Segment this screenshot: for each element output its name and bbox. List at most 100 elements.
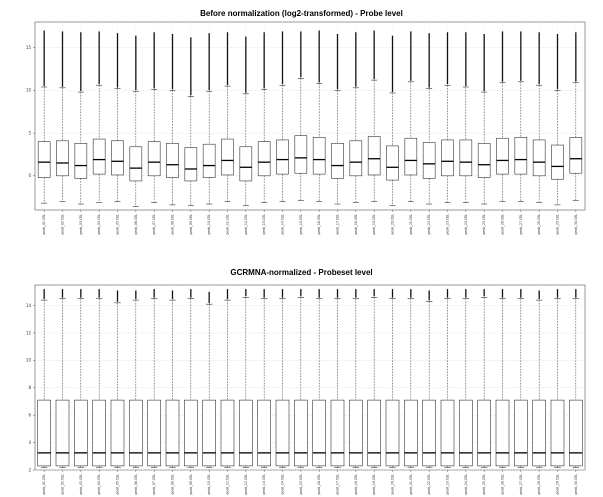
plot-frame xyxy=(34,284,586,471)
box-18: peak_18.CEL xyxy=(349,285,363,495)
x-tick-label: peak_16.CEL xyxy=(317,214,321,235)
y-tick-label: 10 xyxy=(26,88,32,93)
box-iqr xyxy=(184,399,198,467)
box-iqr xyxy=(422,399,436,467)
box-10: peak_10.CEL xyxy=(202,22,216,234)
box-iqr xyxy=(294,399,308,467)
x-tick-label: peak_03.CEL xyxy=(79,214,83,235)
box-iqr xyxy=(331,143,344,179)
x-tick-label: peak_08.CEL xyxy=(171,214,175,235)
box-iqr xyxy=(385,399,400,467)
box-iqr xyxy=(165,399,180,467)
x-tick-label: peak_11.CEL xyxy=(226,474,230,495)
box-15: peak_15.CEL xyxy=(294,285,308,495)
x-tick-label: peak_09.CEL xyxy=(189,214,193,235)
box-25: peak_25.CEL xyxy=(477,285,491,494)
box-11: peak_11.CEL xyxy=(220,285,235,495)
box-iqr xyxy=(495,399,510,467)
boxplot-panel-2: 2 4 6 8 10 12 14 peak_01.CEL peak_02.CEL peak_03.… xyxy=(26,284,586,495)
box-21: peak_21.CEL xyxy=(404,285,418,495)
x-tick-label: peak_08.CEL xyxy=(171,474,175,495)
box-iqr xyxy=(276,139,289,175)
x-tick-label: peak_19.CEL xyxy=(372,474,376,495)
box-5: peak_05.CEL xyxy=(111,22,124,234)
box-4: peak_04.CEL xyxy=(92,22,106,234)
box-iqr xyxy=(569,137,583,174)
box-iqr xyxy=(239,399,253,467)
box-1: peak_01.CEL xyxy=(37,285,51,494)
box-iqr xyxy=(514,137,528,175)
box-iqr xyxy=(129,146,143,182)
x-tick-label: peak_19.CEL xyxy=(372,214,376,235)
x-tick-label: peak_02.CEL xyxy=(61,474,65,495)
chart-title-before-normalization: Before normalization (log2-transformed) … xyxy=(200,9,403,18)
y-tick-label: 6 xyxy=(28,412,31,417)
box-iqr xyxy=(312,137,326,175)
box-8: peak_08.CEL xyxy=(165,285,180,495)
box-iqr xyxy=(110,399,125,467)
box-11: peak_11.CEL xyxy=(221,22,234,234)
x-tick-label: peak_15.CEL xyxy=(299,214,303,235)
box-26: peak_26.CEL xyxy=(495,285,510,494)
x-tick-label: peak_06.CEL xyxy=(134,214,138,235)
x-tick-label: peak_21.CEL xyxy=(409,214,413,235)
box-28: peak_28.CEL xyxy=(532,285,546,494)
box-21: peak_21.CEL xyxy=(404,22,418,235)
box-iqr xyxy=(37,399,51,467)
x-tick-label: peak_10.CEL xyxy=(207,474,211,495)
x-tick-label: peak_17.CEL xyxy=(336,474,340,495)
box-iqr xyxy=(92,399,106,467)
box-22: peak_22.CEL xyxy=(422,22,436,234)
box-iqr xyxy=(275,399,290,467)
x-tick-label: peak_28.CEL xyxy=(537,214,541,235)
x-tick-label: peak_30.CEL xyxy=(574,474,578,495)
box-iqr xyxy=(202,143,216,178)
box-19: peak_19.CEL xyxy=(367,285,381,495)
box-iqr xyxy=(56,140,69,177)
x-tick-label: peak_24.CEL xyxy=(464,214,468,235)
box-iqr xyxy=(404,137,418,176)
box-iqr xyxy=(92,138,106,175)
box-2: peak_02.CEL xyxy=(56,22,69,234)
box-iqr xyxy=(477,399,491,467)
box-iqr xyxy=(37,141,51,178)
box-iqr xyxy=(441,139,454,177)
y-tick-label: 15 xyxy=(26,45,32,50)
box-iqr xyxy=(551,144,564,180)
box-iqr xyxy=(367,136,381,176)
box-23: peak_23.CEL xyxy=(440,285,455,494)
box-iqr xyxy=(294,135,308,174)
box-16: peak_16.CEL xyxy=(312,285,326,495)
box-29: peak_29.CEL xyxy=(550,285,565,494)
x-tick-label: peak_16.CEL xyxy=(317,474,321,495)
box-iqr xyxy=(312,399,326,467)
box-iqr xyxy=(440,399,455,467)
box-2: peak_02.CEL xyxy=(55,285,70,495)
x-tick-label: peak_21.CEL xyxy=(409,474,413,495)
x-tick-label: peak_15.CEL xyxy=(299,474,303,495)
box-24: peak_24.CEL xyxy=(459,285,473,495)
x-tick-label: peak_24.CEL xyxy=(464,474,468,495)
box-iqr xyxy=(184,147,198,182)
x-tick-label: peak_03.CEL xyxy=(79,474,83,495)
y-tick-label: 5 xyxy=(28,130,31,135)
x-tick-label: peak_27.CEL xyxy=(519,214,523,235)
box-26: peak_26.CEL xyxy=(496,22,509,234)
x-tick-label: peak_04.CEL xyxy=(97,474,101,495)
box-iqr xyxy=(367,399,381,467)
box-iqr xyxy=(514,399,528,467)
box-12: peak_12.CEL xyxy=(239,22,253,234)
x-tick-label: peak_22.CEL xyxy=(427,474,431,495)
box-10: peak_10.CEL xyxy=(202,285,216,495)
box-8: peak_08.CEL xyxy=(166,22,179,235)
box-iqr xyxy=(532,139,546,177)
y-tick-label: 14 xyxy=(26,303,32,308)
box-24: peak_24.CEL xyxy=(459,22,473,235)
x-tick-label: peak_18.CEL xyxy=(354,474,358,495)
box-iqr xyxy=(147,399,161,467)
box-5: peak_05.CEL xyxy=(110,285,125,494)
y-tick-label: 0 xyxy=(28,173,31,178)
box-6: peak_06.CEL xyxy=(129,22,143,235)
box-29: peak_29.CEL xyxy=(551,22,564,234)
box-iqr xyxy=(330,399,345,467)
